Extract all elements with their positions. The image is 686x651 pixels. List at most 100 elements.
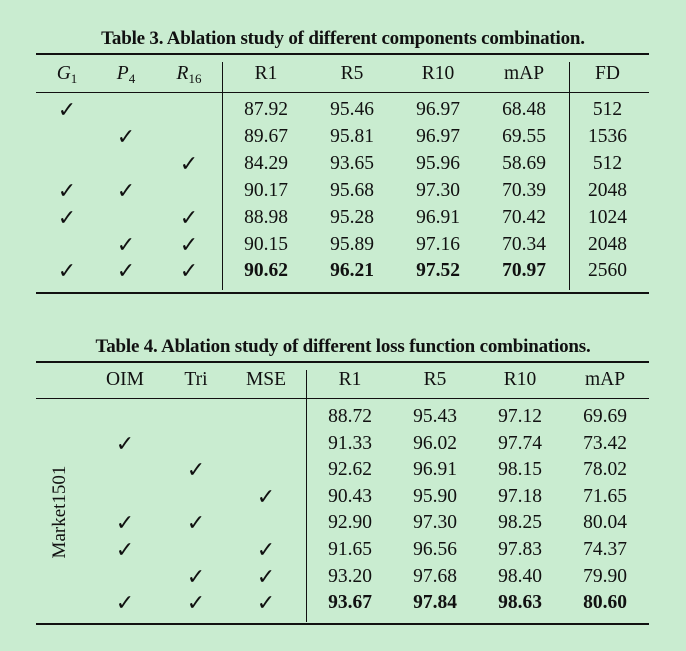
cell-r1: 93.67	[328, 592, 372, 614]
cell-r10: 97.83	[498, 539, 542, 560]
table3-top-rule	[36, 53, 649, 55]
header-mse: MSE	[245, 369, 287, 390]
cell-r5: 96.91	[413, 459, 457, 481]
cell-map: 79.90	[583, 565, 627, 587]
cell-r10: 98.40	[498, 565, 542, 587]
check-mark-g: ✓	[57, 204, 77, 230]
cell-map: 70.97	[502, 260, 546, 282]
cell-r5: 97.30	[413, 512, 457, 534]
cell-r1: 89.67	[244, 125, 288, 147]
cell-r5: 95.28	[330, 206, 374, 228]
header-oim: OIM	[106, 369, 144, 390]
cell-map: 70.34	[502, 233, 546, 255]
header-tri: Tri	[184, 369, 208, 390]
cell-r10: 97.18	[498, 485, 542, 507]
table4-divider	[306, 370, 307, 622]
cell-r10: 96.97	[416, 125, 460, 147]
check-mark-oim: ✓	[115, 537, 135, 562]
cell-r10: 97.12	[498, 406, 542, 427]
table4-header-rule	[36, 398, 649, 399]
check-mark-g: ✓	[57, 97, 77, 122]
check-mark-mse: ✓	[256, 563, 276, 589]
dataset-label: Market1501	[49, 465, 70, 559]
cell-r5: 93.65	[330, 152, 374, 174]
cell-r10: 97.52	[416, 260, 460, 282]
cell-fd: 2560	[588, 260, 627, 282]
cell-r5: 95.81	[330, 125, 374, 147]
cell-map: 70.42	[502, 206, 546, 228]
check-mark-oim: ✓	[115, 430, 135, 456]
cell-map: 70.39	[502, 179, 546, 201]
cell-r10: 96.97	[416, 99, 460, 120]
cell-r10: 97.30	[416, 179, 460, 201]
header-map: mAP	[503, 63, 545, 84]
cell-map: 71.65	[583, 485, 627, 507]
cell-r1: 87.92	[244, 99, 288, 120]
header-r1: R1	[254, 63, 278, 84]
check-mark-r: ✓	[179, 231, 199, 257]
check-mark-tri: ✓	[186, 457, 206, 483]
table3-header-rule	[36, 92, 649, 93]
header-r5: R5	[423, 369, 447, 390]
header-map: mAP	[584, 369, 626, 390]
cell-r1: 93.20	[328, 565, 372, 587]
cell-fd: 512	[592, 99, 623, 120]
cell-map: 68.48	[502, 99, 546, 120]
cell-r1: 90.17	[244, 179, 288, 201]
cell-map: 69.69	[583, 406, 627, 427]
cell-r1: 91.33	[328, 432, 372, 454]
header-g1: G1	[56, 63, 78, 86]
check-mark-r: ✓	[179, 204, 199, 230]
cell-r5: 95.89	[330, 233, 374, 255]
cell-r5: 95.90	[413, 485, 457, 507]
cell-map: 73.42	[583, 432, 627, 454]
cell-fd: 512	[592, 152, 623, 174]
cell-r1: 88.72	[328, 406, 372, 427]
cell-r5: 95.68	[330, 179, 374, 201]
cell-r5: 97.68	[413, 565, 457, 587]
cell-r5: 96.56	[413, 539, 457, 560]
table3-bottom-rule	[36, 292, 649, 294]
table3-divider-left	[222, 62, 223, 290]
cell-r10: 98.25	[498, 512, 542, 534]
cell-map: 69.55	[502, 125, 546, 147]
check-mark-mse: ✓	[256, 483, 276, 509]
table3-divider-right	[569, 62, 570, 290]
check-mark-r: ✓	[179, 258, 199, 284]
cell-map: 74.37	[583, 539, 627, 560]
cell-r1: 90.62	[244, 260, 288, 282]
cell-r5: 95.46	[330, 99, 374, 120]
cell-r10: 98.63	[498, 592, 542, 614]
cell-fd: 2048	[588, 179, 627, 201]
cell-fd: 1024	[588, 206, 627, 228]
cell-fd: 2048	[588, 233, 627, 255]
cell-r5: 97.84	[413, 592, 457, 614]
check-mark-mse: ✓	[256, 590, 276, 616]
check-mark-tri: ✓	[186, 510, 206, 536]
cell-r10: 95.96	[416, 152, 460, 174]
check-mark-r: ✓	[179, 150, 199, 176]
cell-r1: 88.98	[244, 206, 288, 228]
table4-caption: Table 4. Ablation study of different los…	[95, 336, 591, 357]
header-r10: R10	[421, 63, 455, 84]
check-mark-mse: ✓	[256, 537, 276, 562]
cell-r1: 92.90	[328, 512, 372, 534]
check-mark-g: ✓	[57, 177, 77, 203]
cell-r10: 97.74	[498, 432, 542, 454]
cell-r1: 91.65	[328, 539, 372, 560]
header-r5: R5	[340, 63, 364, 84]
cell-map: 78.02	[583, 459, 627, 481]
check-mark-tri: ✓	[186, 590, 206, 616]
cell-r5: 96.21	[330, 260, 374, 282]
cell-r5: 96.02	[413, 432, 457, 454]
cell-r10: 96.91	[416, 206, 460, 228]
header-r10: R10	[503, 369, 537, 390]
check-mark-p: ✓	[116, 231, 136, 257]
cell-r5: 95.43	[413, 406, 457, 427]
cell-r1: 90.43	[328, 485, 372, 507]
cell-r1: 90.15	[244, 233, 288, 255]
check-mark-oim: ✓	[115, 590, 135, 616]
cell-fd: 1536	[588, 125, 627, 147]
table4-top-rule	[36, 361, 649, 363]
cell-map: 80.04	[583, 512, 627, 534]
